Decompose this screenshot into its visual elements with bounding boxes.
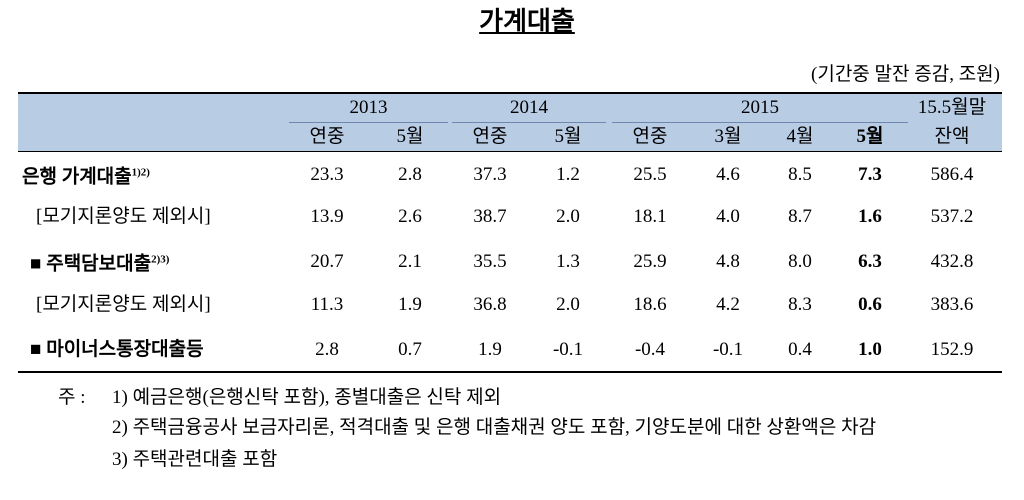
year-divider xyxy=(452,122,606,123)
cell: 13.9 xyxy=(310,206,344,227)
cell: 4.2 xyxy=(716,294,740,315)
cell: 4.6 xyxy=(716,164,740,185)
cell: 7.3 xyxy=(858,164,882,185)
cell: 1.3 xyxy=(556,251,580,272)
row-label-text: ■ 마이너스통장대출등 xyxy=(30,339,204,360)
row-label: [모기지론양도 제외시] xyxy=(36,294,211,316)
cell: 8.3 xyxy=(788,294,812,315)
cell: 0.6 xyxy=(858,294,882,315)
cell: 25.9 xyxy=(633,251,667,272)
note: 3) 주택관련대출 포함 xyxy=(112,449,278,470)
cell: 11.3 xyxy=(310,294,344,315)
table-bottom-border xyxy=(18,371,1002,373)
row-label: [모기지론양도 제외시] xyxy=(36,206,211,228)
cell: 1.9 xyxy=(398,294,422,315)
column-header: 3월 xyxy=(714,126,742,147)
cell: 8.5 xyxy=(788,164,812,185)
cell: 36.8 xyxy=(473,294,507,315)
column-header: 5월 xyxy=(554,126,582,147)
cell: 38.7 xyxy=(473,206,507,227)
note: 2) 주택금융공사 보금자리론, 적격대출 및 은행 대출채권 양도 포함, 기… xyxy=(112,417,877,438)
cell: 23.3 xyxy=(310,164,344,185)
year-divider xyxy=(612,122,908,123)
cell: 1.9 xyxy=(478,339,502,360)
balance-header: 잔액 xyxy=(934,126,970,147)
column-header: 연중 xyxy=(632,126,668,147)
cell: 8.7 xyxy=(788,206,812,227)
cell: 18.6 xyxy=(633,294,667,315)
row-label: 은행 가계대출1)2) xyxy=(22,161,150,188)
cell: -0.1 xyxy=(712,339,744,360)
row-label-text: [모기지론양도 제외시] xyxy=(36,294,211,315)
column-header: 연중 xyxy=(309,126,345,147)
cell: 2.8 xyxy=(398,164,422,185)
cell: 18.1 xyxy=(633,206,667,227)
row-label: ■ 주택담보대출2)3) xyxy=(30,248,169,275)
cell: 432.8 xyxy=(930,251,974,272)
cell: 2.1 xyxy=(398,251,422,272)
cell: 8.0 xyxy=(788,251,812,272)
cell: 2.6 xyxy=(398,206,422,227)
balance-header: 15.5월말 xyxy=(917,97,987,118)
column-header: 5월 xyxy=(856,126,884,147)
cell: 1.2 xyxy=(556,164,580,185)
cell: 537.2 xyxy=(930,206,974,227)
row-label-text: [모기지론양도 제외시] xyxy=(36,206,211,227)
footnote-ref: 2)3) xyxy=(151,253,170,266)
row-label-text: 은행 가계대출 xyxy=(22,166,132,188)
cell: 6.3 xyxy=(858,251,882,272)
cell: 2.0 xyxy=(556,206,580,227)
note: 1) 예금은행(은행신탁 포함), 종별대출은 신탁 제외 xyxy=(112,387,502,408)
cell: 1.6 xyxy=(858,206,882,227)
cell: -0.4 xyxy=(634,339,666,360)
year-header: 2013 xyxy=(349,97,388,118)
cell: 0.7 xyxy=(398,339,422,360)
cell: 586.4 xyxy=(930,164,974,185)
column-header: 4월 xyxy=(786,126,814,147)
cell: 2.0 xyxy=(556,294,580,315)
cell: 37.3 xyxy=(473,164,507,185)
table-top-border xyxy=(18,92,1002,94)
cell: 0.4 xyxy=(788,339,812,360)
year-header: 2015 xyxy=(741,97,779,118)
cell: -0.1 xyxy=(552,339,584,360)
cell: 4.0 xyxy=(716,206,740,227)
unit: (기간중 말잔 증감, 조원) xyxy=(811,64,1000,85)
row-label: ■ 마이너스통장대출등 xyxy=(30,339,204,361)
column-header: 5월 xyxy=(396,126,424,147)
cell: 35.5 xyxy=(473,251,507,272)
year-header: 2014 xyxy=(510,97,548,118)
cell: 152.9 xyxy=(930,339,974,360)
title: 가계대출 xyxy=(479,7,575,36)
year-divider xyxy=(289,122,448,123)
cell: 383.6 xyxy=(930,294,974,315)
cell: 2.8 xyxy=(315,339,339,360)
notes-marker: 주 : xyxy=(58,387,86,408)
row-label-text: ■ 주택담보대출 xyxy=(30,253,152,275)
cell: 20.7 xyxy=(310,251,344,272)
cell: 1.0 xyxy=(858,339,882,360)
footnote-ref: 1)2) xyxy=(131,166,150,179)
cell: 4.8 xyxy=(716,251,740,272)
column-header: 연중 xyxy=(472,126,508,147)
cell: 25.5 xyxy=(633,164,667,185)
header-border xyxy=(18,151,1002,152)
